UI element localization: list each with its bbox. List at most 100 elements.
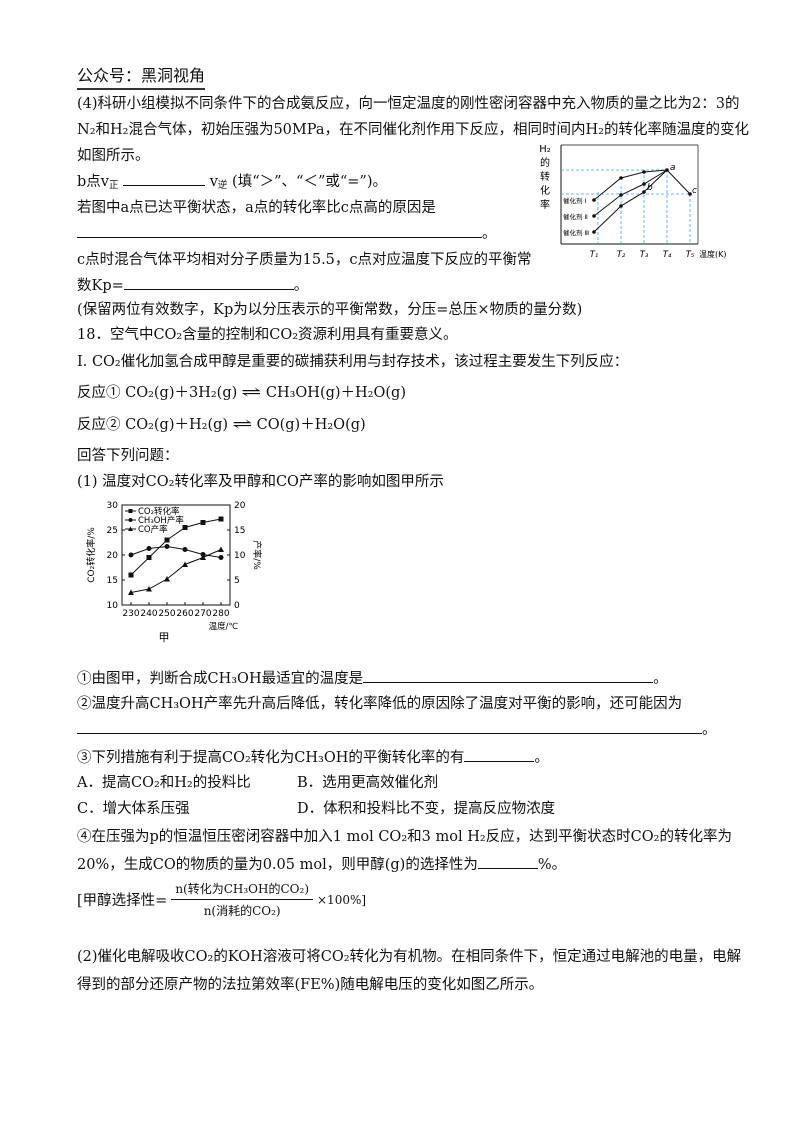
answer-blank[interactable]	[363, 669, 654, 683]
q4-line-5-blank: 。	[77, 222, 497, 243]
svg-text:T₅: T₅	[686, 250, 695, 260]
svg-text:H₂: H₂	[539, 144, 551, 155]
data-point-square	[218, 516, 224, 522]
reaction-1-reactants: CO₂(g)＋3H₂(g)	[125, 385, 238, 401]
q1-sub-2: ②温度升高CH₃OH产率先升高后降低，转化率降低的原因除了温度对平衡的影响，还可…	[77, 696, 683, 712]
answer-blank[interactable]	[477, 855, 538, 869]
data-point-circle	[146, 546, 152, 551]
y2-tick-label: 0	[234, 601, 240, 611]
answer-blank[interactable]	[464, 748, 535, 762]
legend-catalyst-2: 催化剂 Ⅱ	[563, 212, 588, 221]
data-point-triangle	[200, 554, 206, 560]
chart-jia: 10 15 20 25 30 0 5 10 15 20 230 240 250 260 270 280 温度/℃…	[85, 501, 263, 644]
formula-suffix: ×100%]	[317, 892, 367, 907]
legend-label-2: CO产率	[138, 524, 168, 535]
data-point-triangle	[128, 589, 134, 595]
q1-sub-3-text: ③下列措施有利于提高CO₂转化为CH₃OH的平衡转化率的有	[77, 750, 465, 766]
answer-blank[interactable]	[77, 720, 702, 734]
reaction-2-label: 反应②	[77, 417, 121, 433]
data-point-square	[128, 572, 134, 578]
option-a: A．提高CO₂和H₂的投料比	[77, 775, 251, 791]
svg-text:T₄: T₄	[663, 250, 672, 260]
data-point-square	[164, 537, 170, 543]
period: 。	[293, 278, 309, 294]
q4-line-6: c点时混合气体平均相对分子质量为15.5，c点对应温度下反应的平衡常	[77, 252, 532, 268]
y2-axis-label: 产率/%	[251, 540, 263, 570]
y-tick-label: 20	[107, 551, 119, 561]
y2-tick-label: 5	[234, 576, 240, 586]
formula-numerator: n(转化为CH₃OH的CO₂)	[171, 880, 313, 900]
selectivity-formula: [甲醇选择性= n(转化为CH₃OH的CO₂) n(消耗的CO₂) ×100%]	[77, 880, 366, 919]
reaction-2-products: CO(g)＋H₂O(g)	[256, 417, 366, 433]
reaction-2: 反应② CO₂(g)＋H₂(g) ⇌ CO(g)＋H₂O(g)	[77, 413, 366, 434]
x-tick-label: 240	[140, 609, 157, 619]
fill-instruction: (填“＞”、“＜”或“=”)。	[232, 174, 387, 190]
q1-sub-2-blank: 。	[77, 718, 717, 739]
legend-label-1: CH₃OH产率	[138, 515, 184, 526]
svg-text:T₁: T₁	[590, 250, 599, 260]
legend-label-0: CO₂转化率	[138, 506, 180, 517]
data-point-triangle	[182, 561, 188, 567]
y2-tick-label: 15	[234, 526, 245, 536]
answer-blank[interactable]	[77, 224, 482, 238]
q18-title: 18．空气中CO₂含量的控制和CO₂资源利用具有重要意义。	[77, 327, 458, 343]
fig1-ylabel: H₂ 的 转 化 率	[539, 144, 551, 211]
chart-caption: 甲	[159, 631, 170, 644]
period: 。	[702, 722, 717, 738]
series-line-1	[130, 545, 222, 558]
sub-reverse: 逆	[217, 180, 228, 191]
x-tick-label: 260	[176, 609, 193, 619]
q4-line-5: 若图中a点已达平衡状态，a点的转化率比c点高的原因是	[77, 200, 436, 216]
sub-forward: 正	[108, 180, 119, 191]
period: 。	[534, 750, 549, 766]
q4-line-7: 数Kp= 。	[77, 274, 308, 295]
q1-sub-4-line-2: 20%，生成CO的物质的量为0.05 mol，则甲醇(g)的选择性为 %。	[77, 853, 566, 874]
svg-text:率: 率	[540, 198, 550, 211]
answer-blank[interactable]	[123, 172, 206, 186]
legend-marker	[128, 509, 133, 513]
q1-sub-1-text: ①由图甲，判断合成CH₃OH最适宜的温度是	[77, 671, 364, 687]
legend-catalyst-3: 催化剂 Ⅲ	[563, 228, 589, 237]
data-point-triangle	[164, 576, 170, 582]
reaction-1-label: 反应①	[77, 385, 121, 401]
q1-sub-1: ①由图甲，判断合成CH₃OH最适宜的温度是 。	[77, 667, 668, 688]
fig1-xlabel: 温度(K)	[699, 249, 727, 259]
x-tick-label: 230	[122, 609, 139, 619]
curve-catalyst-3	[593, 169, 668, 233]
equilibrium-arrow-icon: ⇌	[241, 383, 262, 401]
q4-line-8: (保留两位有效数字，Kp为以分压表示的平衡常数，分压=总压×物质的量分数)	[77, 302, 583, 318]
point-label-b: b	[647, 183, 653, 193]
data-point-circle	[218, 555, 224, 560]
y2-tick-label: 20	[234, 501, 246, 511]
v-reverse: v	[209, 174, 218, 190]
formula-prefix: [甲醇选择性=	[77, 893, 168, 909]
q18-part-1: (1) 温度对CO₂转化率及甲醇和CO产率的影响如图甲所示	[77, 474, 444, 490]
percent-sign: %。	[537, 857, 567, 873]
legend-marker	[128, 518, 133, 522]
legend-marker	[128, 526, 133, 531]
data-point-circle	[164, 544, 170, 549]
answer-blank[interactable]	[123, 276, 294, 290]
svg-text:T₂: T₂	[617, 250, 626, 260]
point-label-a: a	[670, 163, 676, 173]
data-point-square	[146, 555, 152, 560]
formula-denominator: n(消耗的CO₂)	[203, 904, 281, 918]
data-point-square	[182, 525, 188, 530]
svg-text:化: 化	[540, 184, 550, 197]
x-tick-label: 270	[194, 609, 211, 619]
series-line-0	[130, 518, 222, 576]
q4-line-3: 如图所示。	[77, 148, 150, 164]
y2-tick-label: 10	[234, 551, 246, 561]
period: 。	[653, 671, 668, 687]
q18-intro: I. CO₂催化加氢合成甲醇是重要的碳捕获利用与封存技术，该过程主要发生下列反应…	[77, 354, 629, 370]
point-label-c: c	[692, 186, 697, 196]
svg-text:转: 转	[540, 170, 550, 183]
x-tick-label: 250	[158, 609, 175, 619]
reaction-1: 反应① CO₂(g)＋3H₂(g) ⇌ CH₃OH(g)＋H₂O(g)	[77, 381, 406, 402]
figure-h2-conversion: H₂ 的 转 化 率 a b c 催化剂 Ⅰ 催化剂 Ⅱ 催化剂 Ⅲ T₁ T₂…	[539, 144, 727, 260]
data-point-circle	[182, 547, 188, 552]
option-b: B．选用更高效催化剂	[297, 775, 439, 791]
q1-sub-4-text: 20%，生成CO的物质的量为0.05 mol，则甲醇(g)的选择性为	[77, 857, 478, 873]
formula-fraction: n(转化为CH₃OH的CO₂) n(消耗的CO₂)	[171, 880, 313, 919]
q4-line-4: b点v正 v逆 (填“＞”、“＜”或“=”)。	[77, 170, 387, 191]
